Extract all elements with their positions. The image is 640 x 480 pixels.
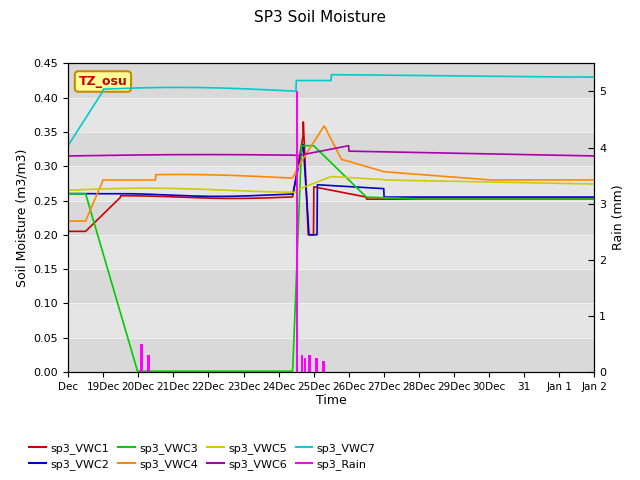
Bar <box>68 132 595 166</box>
Y-axis label: Rain (mm): Rain (mm) <box>612 185 625 251</box>
X-axis label: Time: Time <box>316 395 347 408</box>
Bar <box>68 63 595 97</box>
Y-axis label: Soil Moisture (m3/m3): Soil Moisture (m3/m3) <box>15 148 28 287</box>
Bar <box>68 166 595 201</box>
Bar <box>68 235 595 269</box>
Bar <box>68 97 595 132</box>
Legend: sp3_VWC1, sp3_VWC2, sp3_VWC3, sp3_VWC4, sp3_VWC5, sp3_VWC6, sp3_VWC7, sp3_Rain: sp3_VWC1, sp3_VWC2, sp3_VWC3, sp3_VWC4, … <box>25 438 380 474</box>
Bar <box>68 337 595 372</box>
Bar <box>68 201 595 235</box>
Text: TZ_osu: TZ_osu <box>79 75 127 88</box>
Bar <box>68 303 595 337</box>
Bar <box>68 269 595 303</box>
Text: SP3 Soil Moisture: SP3 Soil Moisture <box>254 10 386 24</box>
